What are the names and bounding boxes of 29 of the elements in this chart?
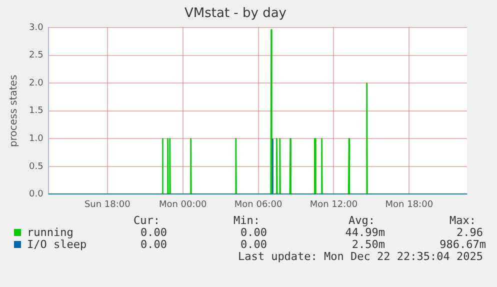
y-tick-label: 0.5 bbox=[28, 162, 44, 172]
text: 0.00 bbox=[240, 238, 267, 251]
text: 0.00 bbox=[140, 226, 167, 239]
x-tick-label: Mon 12:00 bbox=[310, 200, 358, 210]
x-tick-label: Mon 00:00 bbox=[158, 200, 207, 210]
text: Cur: bbox=[134, 214, 160, 227]
text: 44.99m bbox=[345, 226, 385, 239]
y-tick-label: 2.5 bbox=[28, 50, 44, 61]
x-tick-label: Mon 18:00 bbox=[385, 200, 434, 210]
legend-label: I/O sleep bbox=[26, 238, 87, 251]
y-tick-label: 1.0 bbox=[28, 134, 44, 144]
text: 0.00 bbox=[240, 226, 267, 239]
chart-title: VMstat - by day bbox=[184, 6, 287, 22]
text: Last update: Mon Dec 22 22:35:04 2025 bbox=[238, 250, 483, 263]
x-tick-label: Mon 06:00 bbox=[234, 200, 282, 210]
y-tick-label: 3.0 bbox=[28, 22, 44, 33]
legend-label: running bbox=[26, 226, 74, 239]
y-tick-label: 1.5 bbox=[28, 106, 44, 116]
text: 2.50m bbox=[352, 238, 385, 251]
text: 2.96 bbox=[456, 226, 483, 239]
y-tick-label: 0.0 bbox=[28, 190, 44, 200]
y-axis-title: process states bbox=[8, 74, 20, 147]
text: 986.67m bbox=[440, 238, 486, 251]
text: Min: bbox=[234, 214, 260, 227]
text: Max: bbox=[450, 214, 476, 227]
x-tick-label: Sun 18:00 bbox=[84, 200, 131, 210]
text: 0.00 bbox=[140, 238, 167, 251]
text: Avg: bbox=[348, 214, 375, 227]
y-tick-label: 2.0 bbox=[28, 78, 44, 88]
